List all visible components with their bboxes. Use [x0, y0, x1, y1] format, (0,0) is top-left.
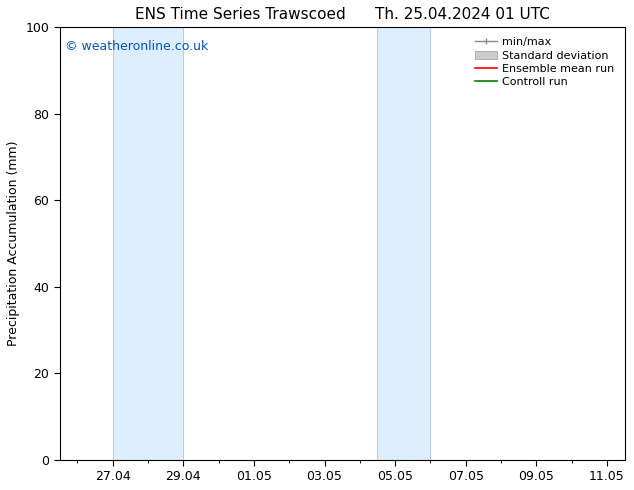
Bar — [377, 27, 430, 460]
Text: © weatheronline.co.uk: © weatheronline.co.uk — [65, 40, 209, 53]
Y-axis label: Precipitation Accumulation (mm): Precipitation Accumulation (mm) — [7, 141, 20, 346]
Legend: min/max, Standard deviation, Ensemble mean run, Controll run: min/max, Standard deviation, Ensemble me… — [470, 33, 619, 92]
Bar — [113, 27, 183, 460]
Title: ENS Time Series Trawscoed      Th. 25.04.2024 01 UTC: ENS Time Series Trawscoed Th. 25.04.2024… — [135, 7, 550, 22]
